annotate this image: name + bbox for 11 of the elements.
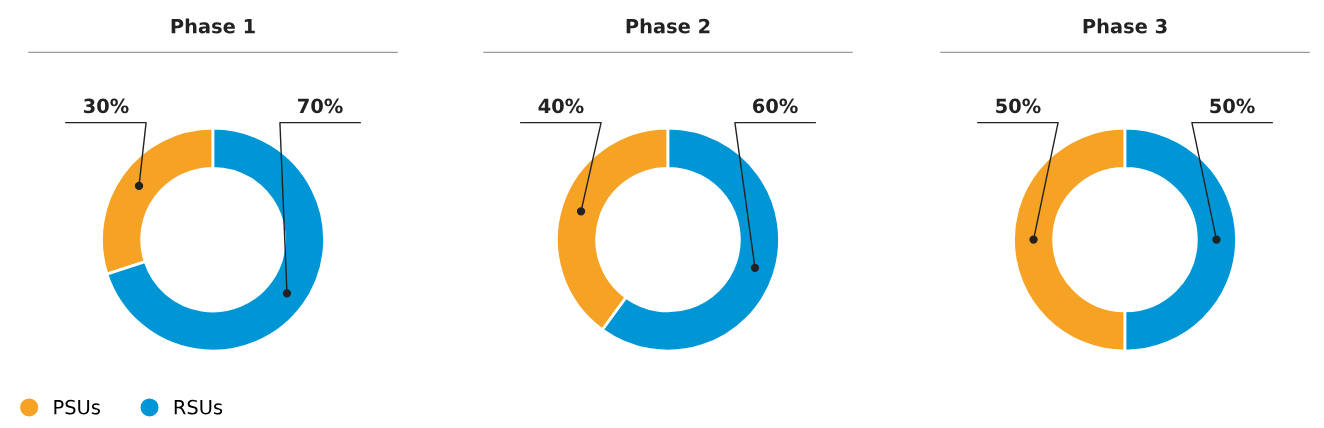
legend-label: RSUs — [174, 399, 223, 415]
legend-label: PSUs — [54, 399, 100, 415]
chart-title: Phase 2 — [626, 18, 710, 34]
data-label: 60% — [752, 98, 798, 114]
data-label: 40% — [538, 98, 584, 114]
data-label: 50% — [996, 98, 1041, 114]
data-label: 30% — [83, 98, 129, 114]
chart-title: Phase 3 — [1083, 18, 1167, 34]
data-label: 50% — [1210, 98, 1255, 114]
data-label: 70% — [298, 98, 343, 114]
chart-title: Phase 1 — [171, 18, 255, 34]
